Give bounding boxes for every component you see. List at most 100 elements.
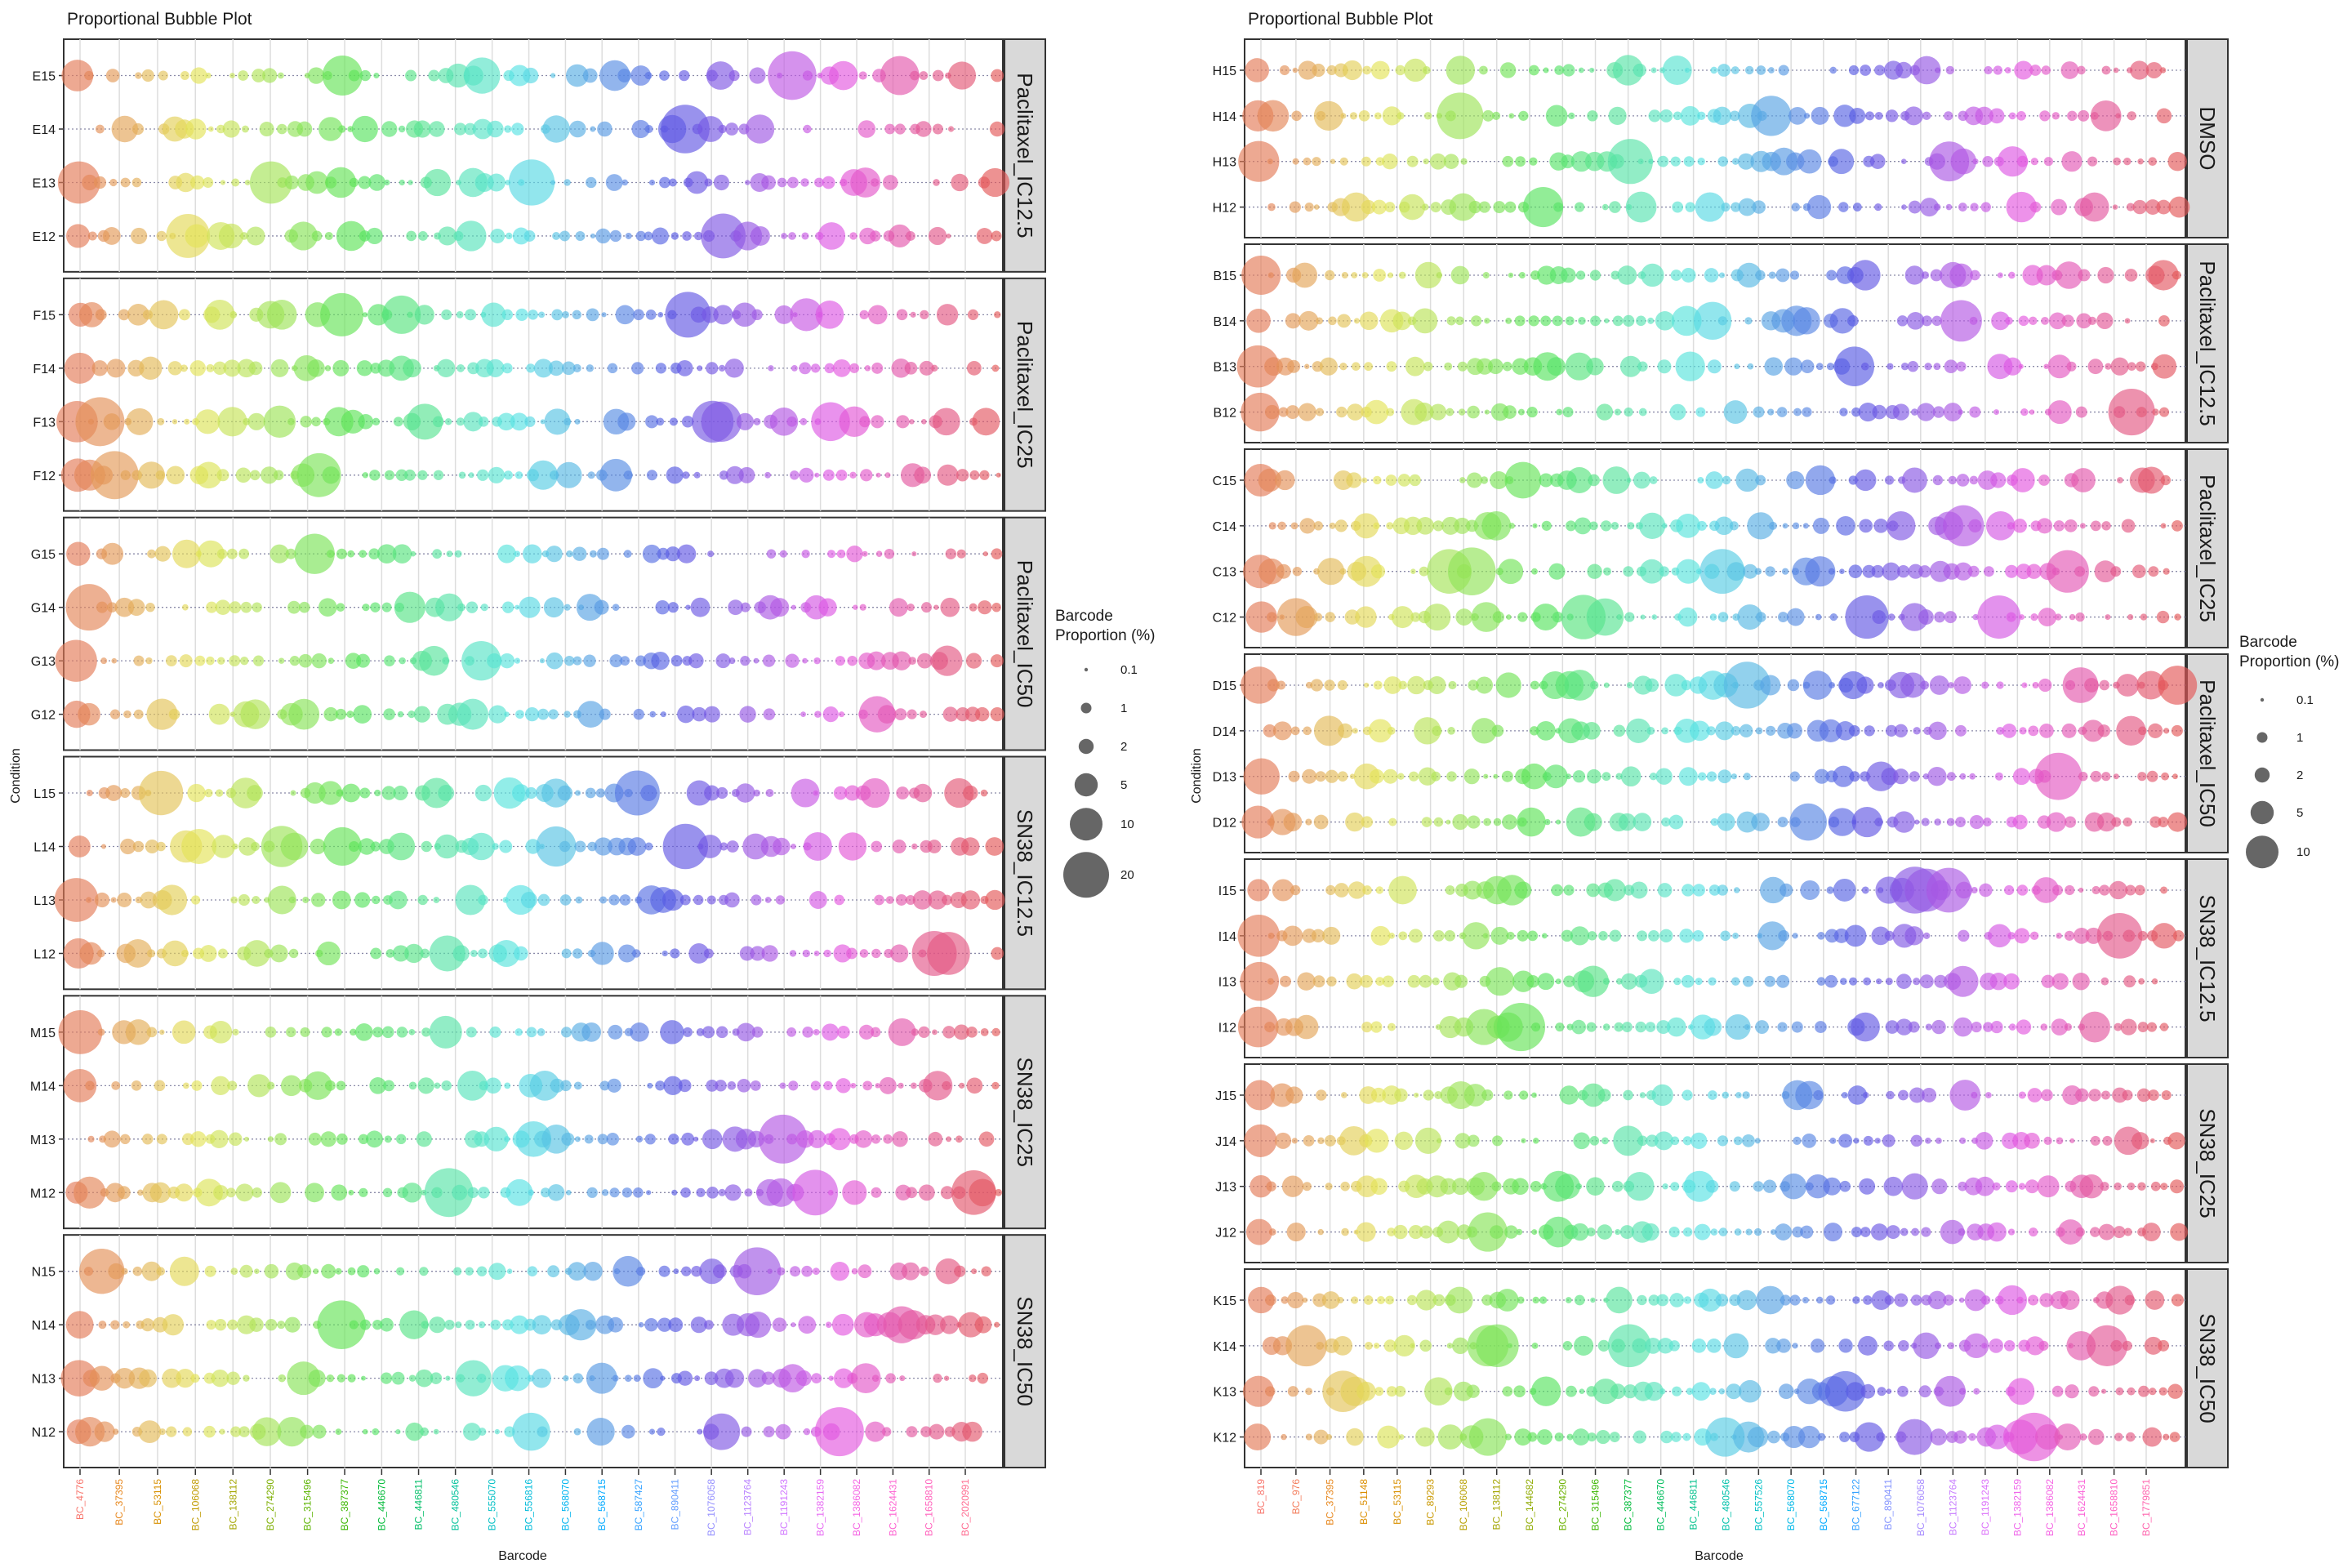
barcode-bubble [1277,521,1286,531]
barcode-bubble [1243,758,1280,795]
y-tick-label: M15 [30,1027,56,1040]
barcode-bubble [324,231,333,240]
barcode-bubble [2067,110,2078,122]
barcode-bubble [1829,612,1838,621]
barcode-bubble [1708,977,1717,986]
barcode-bubble [2075,612,2085,622]
barcode-bubble [109,709,121,719]
barcode-bubble [978,600,992,615]
barcode-bubble [131,177,142,188]
barcode-bubble [609,654,623,668]
legend-size-bubble [2260,697,2265,702]
barcode-bubble [241,125,249,133]
barcode-bubble [2122,1340,2132,1351]
barcode-bubble [1833,105,1856,127]
barcode-bubble [1374,1387,1384,1396]
barcode-bubble [358,414,374,430]
barcode-bubble [406,230,416,242]
barcode-bubble [879,1076,897,1094]
y-tick-label: C12 [1213,612,1236,626]
barcode-bubble [1587,931,1597,941]
legend-size-bubble [1070,808,1102,841]
barcode-bubble [690,597,710,617]
barcode-bubble [652,227,669,245]
barcode-bubble [60,1360,98,1396]
barcode-bubble [1753,406,1765,418]
barcode-bubble [1633,813,1652,831]
barcode-bubble [1872,404,1887,420]
barcode-bubble [835,469,848,481]
barcode-bubble [122,1321,131,1329]
barcode-bubble [316,941,341,966]
barcode-bubble [1541,933,1548,939]
barcode-bubble [1619,355,1642,377]
barcode-bubble [232,1028,239,1036]
barcode-bubble [1264,404,1280,420]
barcode-bubble [1897,1385,1909,1397]
barcode-bubble [470,950,478,957]
barcode-bubble [1421,203,1429,211]
barcode-bubble [1303,1134,1315,1147]
barcode-bubble [1315,408,1325,416]
facet-strip-label: Paclitaxel_IC50 [2195,679,2220,827]
barcode-bubble [1756,65,1766,75]
barcode-bubble [956,469,969,482]
barcode-bubble [348,69,360,82]
barcode-bubble [1707,359,1722,374]
barcode-bubble [302,896,310,903]
barcode-bubble [483,1126,509,1152]
barcode-bubble [707,550,715,558]
barcode-bubble [1829,308,1855,334]
barcode-bubble [969,470,980,480]
barcode-bubble [1851,1227,1862,1238]
barcode-bubble [2111,817,2122,827]
barcode-bubble [312,1424,327,1439]
barcode-bubble [372,1027,384,1038]
barcode-bubble [511,784,530,802]
barcode-bubble [2167,812,2188,832]
x-tick-label: BC_2020991 [960,1479,971,1536]
barcode-bubble [1829,682,1836,688]
barcode-bubble [417,231,428,241]
barcode-bubble [1736,262,1762,288]
y-tick-label: J15 [1215,1089,1236,1103]
barcode-bubble [2034,1423,2061,1450]
barcode-bubble [655,599,670,615]
barcode-bubble [1990,1020,2003,1034]
barcode-bubble [2146,770,2158,782]
barcode-bubble [323,826,362,866]
barcode-bubble [1570,926,1590,946]
barcode-bubble [2038,678,2052,693]
barcode-bubble [1825,1295,1836,1305]
barcode-bubble [526,363,536,373]
barcode-bubble [1869,154,1886,170]
barcode-bubble [972,408,1000,436]
barcode-bubble [971,1268,978,1275]
barcode-bubble [1551,884,1563,897]
barcode-bubble [2115,1387,2124,1396]
barcode-bubble [1623,566,1634,577]
barcode-bubble [1637,158,1644,165]
barcode-bubble [2090,770,2102,782]
barcode-bubble [1921,271,1930,279]
barcode-bubble [2137,1182,2146,1191]
y-tick-label: D14 [1213,725,1236,739]
chart-marks: Paclitaxel_IC12.5E15E14E13E12Paclitaxel_… [30,38,2314,1536]
barcode-bubble [733,302,757,327]
barcode-bubble [991,947,1004,960]
barcode-bubble [318,117,343,141]
barcode-bubble [1858,1335,1878,1356]
x-axis-label-right: Barcode [1695,1549,1744,1563]
legend-size-label: 2 [1120,740,1127,754]
barcode-bubble [1656,1294,1669,1307]
barcode-bubble [213,361,227,376]
barcode-bubble [704,1371,719,1385]
barcode-bubble [2148,260,2179,291]
barcode-bubble [2114,1432,2123,1441]
barcode-bubble [1612,55,1644,86]
barcode-bubble [366,1130,383,1148]
x-tick-label: BC_144682 [1524,1479,1535,1531]
barcode-bubble [1910,1294,1922,1306]
barcode-bubble [156,841,166,852]
barcode-bubble [2102,1135,2113,1146]
